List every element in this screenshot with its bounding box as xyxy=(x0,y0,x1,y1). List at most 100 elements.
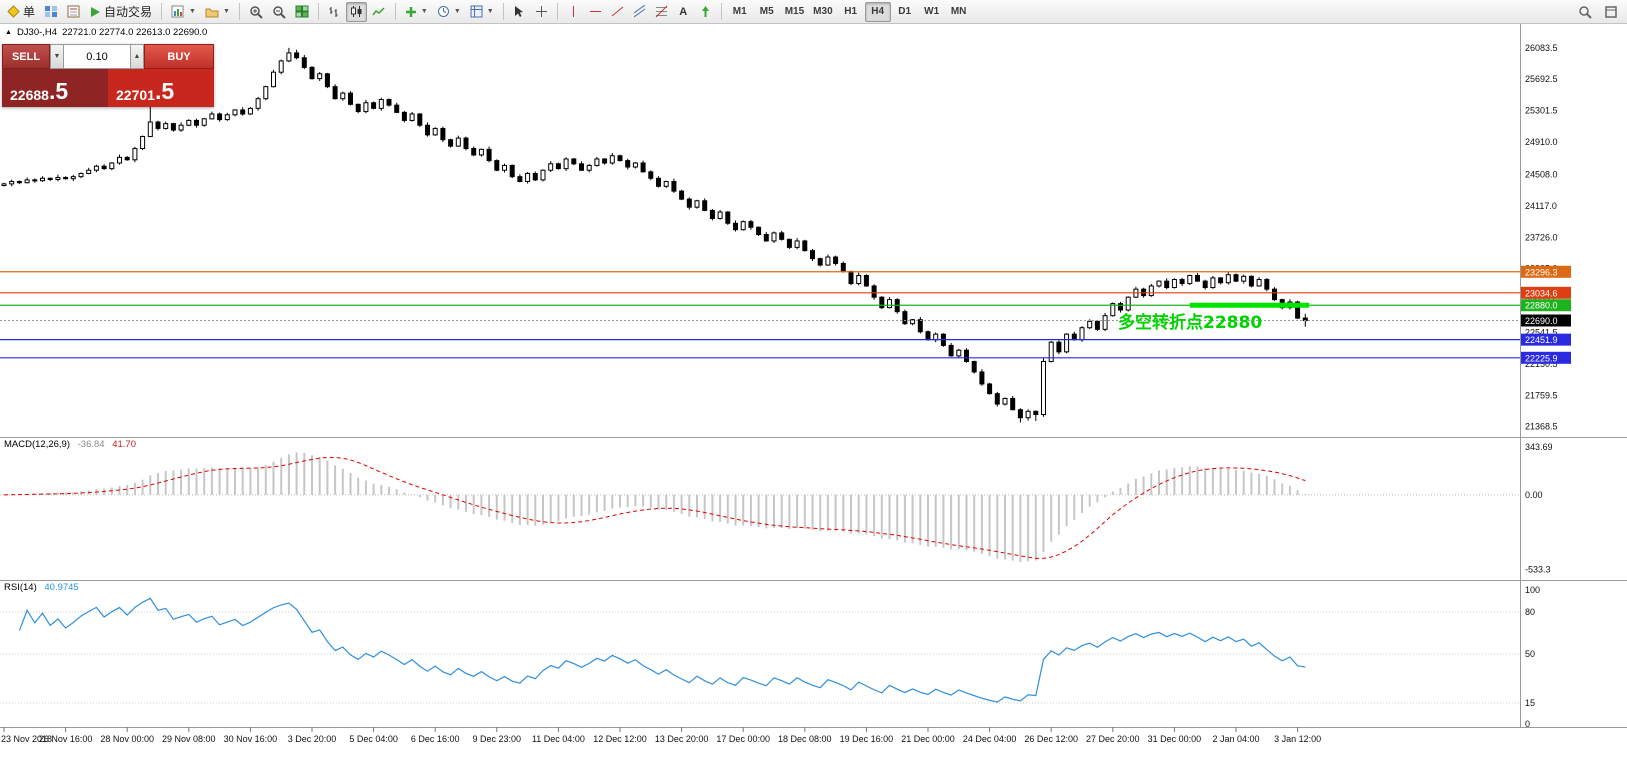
profiles-button[interactable]: ▼ xyxy=(201,2,234,22)
search-button[interactable] xyxy=(1574,2,1596,22)
market-watch-button[interactable] xyxy=(40,2,62,22)
bull-candle xyxy=(609,155,615,164)
rsi-axis-label: 0 xyxy=(1525,719,1530,729)
price-axis-label: 25692.5 xyxy=(1525,74,1558,84)
bear-candle xyxy=(625,160,631,168)
sell-price-display[interactable]: 22688 .5 xyxy=(2,69,108,107)
bull-candle xyxy=(40,177,45,182)
candlestick-chart-type-button[interactable] xyxy=(345,1,367,22)
bear-candle xyxy=(1248,275,1254,287)
zoom-in-icon xyxy=(249,5,263,19)
price-axis-label: 24117.0 xyxy=(1525,201,1557,211)
collapse-triangle-icon[interactable]: ▲ xyxy=(5,29,12,36)
cursor-button[interactable] xyxy=(509,2,530,22)
price-axis-label: 21368.5 xyxy=(1525,422,1558,432)
bull-candle xyxy=(1125,296,1131,311)
bull-candle xyxy=(1148,285,1154,297)
time-axis-label: 24 Dec 04:00 xyxy=(963,734,1017,744)
bear-candle xyxy=(679,190,685,200)
time-axis-label: 30 Nov 16:00 xyxy=(224,734,278,744)
bear-candle xyxy=(779,232,785,240)
zoom-out-button[interactable] xyxy=(268,2,290,22)
macd-axis-label: 343.69 xyxy=(1525,442,1553,452)
timeframe-m5-button[interactable]: M5 xyxy=(754,2,780,22)
timeframe-m30-button[interactable]: M30 xyxy=(809,2,836,22)
bear-candle xyxy=(1264,279,1270,290)
buy-price-display[interactable]: 22701 .5 xyxy=(108,69,214,107)
bull-candle xyxy=(247,107,253,115)
timeframe-m1-button[interactable]: M1 xyxy=(727,2,753,22)
crosshair-button[interactable] xyxy=(531,2,552,22)
vertical-line-icon xyxy=(568,5,579,18)
bear-candle xyxy=(748,221,754,228)
new-chart-button[interactable]: ▼ xyxy=(167,2,200,22)
toolbar-separator xyxy=(317,3,319,20)
bear-candle xyxy=(1295,301,1301,319)
bear-candle xyxy=(763,234,769,242)
arrows-tool-button[interactable] xyxy=(695,2,716,22)
rsi-value: 40.9745 xyxy=(44,582,79,593)
bull-candle xyxy=(1171,279,1177,289)
bar-chart-type-button[interactable] xyxy=(324,2,345,22)
data-window-button[interactable] xyxy=(63,2,84,22)
bull-candle xyxy=(1079,327,1085,341)
bear-candle xyxy=(640,162,646,173)
bear-candle xyxy=(448,139,454,147)
indicators-button[interactable]: ▼ xyxy=(401,2,432,22)
tile-windows-button[interactable] xyxy=(291,2,313,22)
channel-tool-button[interactable] xyxy=(629,2,650,22)
timeframe-m15-button[interactable]: M15 xyxy=(781,2,808,22)
rsi-axis-label: 15 xyxy=(1525,698,1535,708)
line-chart-type-button[interactable] xyxy=(368,2,390,22)
bear-candle xyxy=(848,270,854,285)
chart-text-annotation[interactable]: 多空转折点22880 xyxy=(1118,313,1263,333)
bear-candle xyxy=(902,311,908,325)
bull-candle xyxy=(1048,341,1054,362)
bull-candle xyxy=(956,349,962,357)
bear-candle xyxy=(124,156,130,161)
price-badge-label: 23296.3 xyxy=(1525,267,1558,277)
price-badge-label: 22451.9 xyxy=(1525,335,1558,345)
new-order-button[interactable]: 单 xyxy=(3,2,39,22)
sell-button[interactable]: SELL xyxy=(2,44,50,69)
fibonacci-tool-button[interactable] xyxy=(651,2,672,22)
horizontal-line-tool-button[interactable] xyxy=(585,2,606,22)
time-axis-label: 18 Dec 08:00 xyxy=(778,734,832,744)
price-axis-label: 22541.5 xyxy=(1525,327,1558,337)
bull-candle xyxy=(363,102,369,113)
bull-candle xyxy=(178,124,184,131)
channel-icon xyxy=(633,5,646,18)
volume-decrease-button[interactable]: ▼ xyxy=(50,44,64,69)
volume-increase-button[interactable]: ▲ xyxy=(130,44,144,69)
templates-button[interactable]: ▼ xyxy=(466,2,498,22)
timeframe-w1-button[interactable]: W1 xyxy=(919,2,945,22)
bear-candle xyxy=(417,113,423,126)
text-tool-button[interactable]: A xyxy=(673,2,694,22)
autotrading-button[interactable]: 自动交易 xyxy=(85,2,156,22)
vertical-line-tool-button[interactable] xyxy=(563,2,584,22)
bull-candle xyxy=(9,180,15,185)
buy-button[interactable]: BUY xyxy=(144,44,214,69)
text-tool-icon: A xyxy=(679,5,688,18)
bull-candle xyxy=(1241,275,1247,282)
bull-candle xyxy=(856,275,862,285)
bear-candle xyxy=(987,383,993,395)
bear-candle xyxy=(517,176,523,182)
timeframe-d1-button[interactable]: D1 xyxy=(892,2,918,22)
periods-button[interactable]: ▼ xyxy=(433,2,465,22)
fullscreen-button[interactable] xyxy=(1600,2,1622,22)
bear-candle xyxy=(194,119,199,126)
macd-name: MACD(12,26,9) xyxy=(4,439,70,450)
bear-candle xyxy=(994,393,1000,405)
timeframe-mn-button[interactable]: MN xyxy=(946,2,972,22)
trendline-tool-button[interactable] xyxy=(607,2,628,22)
bear-candle xyxy=(63,176,69,180)
timeframe-h4-button[interactable]: H4 xyxy=(864,1,891,22)
bull-candle xyxy=(186,119,192,126)
bull-candle xyxy=(55,176,61,180)
zoom-in-button[interactable] xyxy=(245,2,267,22)
volume-input[interactable] xyxy=(64,44,130,69)
timeframe-h1-button[interactable]: H1 xyxy=(838,2,864,22)
bull-candle xyxy=(594,158,600,166)
